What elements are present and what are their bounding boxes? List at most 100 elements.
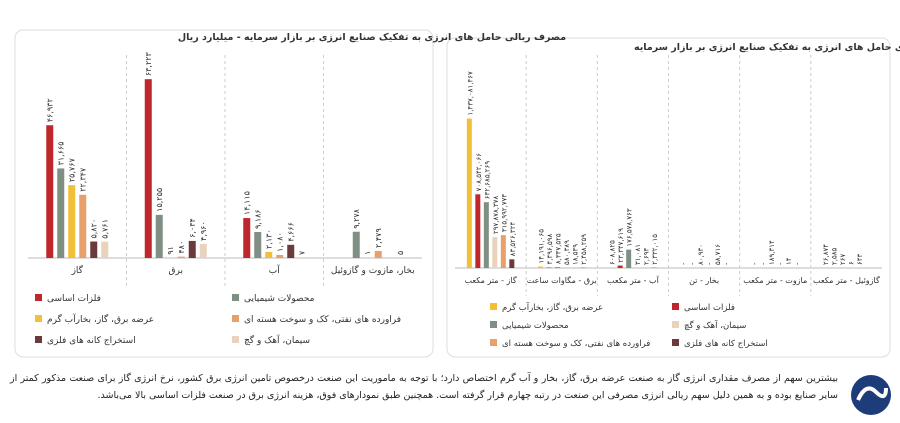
bar [79, 194, 87, 258]
right-panel [446, 37, 891, 358]
value-label: ۳۱۵,۹۹۲,۷۷۳ [500, 194, 508, 233]
value-label: ۵ [396, 251, 405, 255]
bar [57, 168, 65, 258]
bar [287, 244, 295, 258]
value-label: - [688, 262, 696, 265]
bar [276, 254, 284, 258]
x-tick-label: آب [269, 264, 280, 276]
value-label: ۶,۰۳۴ [188, 218, 197, 238]
x-tick-label: برق [169, 266, 183, 276]
value-label: ۱,۴۳۷,۰۸۱,۴۶۷ [466, 71, 474, 116]
legend-label: استخراج کانه های فلزی [684, 339, 768, 349]
value-label: ۲,۴۵۸,۲۵۹ [580, 234, 588, 265]
bar [144, 79, 152, 259]
value-label: ۶ [848, 261, 856, 265]
bar [199, 243, 207, 258]
legend-swatch [232, 336, 239, 343]
value-label: ۵,۷۶۱ [101, 219, 110, 239]
bar [475, 194, 481, 268]
bar [352, 231, 360, 258]
value-label: ۵۸۰,۳۸۹ [563, 240, 571, 265]
value-label: ۱ [363, 251, 372, 255]
legend-label: سیمان، آهک و گچ [244, 334, 310, 346]
value-label: ۸۳,۵۲۶,۳۲۴ [509, 222, 517, 257]
value-label: ۶۳,۲۲۳ [144, 51, 153, 76]
value-label: ۹,۱۸۶ [254, 209, 263, 229]
legend-label: فراورده های نفتی، کک و سوخت هسته ای [244, 315, 401, 325]
value-label: ۲۶,۸۷۴ [822, 244, 830, 265]
bar [626, 249, 632, 268]
bar [177, 256, 185, 258]
value-label: - [777, 262, 785, 265]
bar [254, 232, 262, 258]
bar [538, 266, 543, 268]
bar [243, 218, 251, 258]
value-label: ۲,۵۸۵ [831, 247, 839, 265]
bar [466, 118, 472, 269]
bar [617, 265, 623, 268]
value-label: ۴,۴۹۶,۵۹۸ [546, 234, 554, 265]
footer-text: بیشترین سهم از مصرف مقداری انرژی گاز به … [10, 373, 838, 401]
value-label: ۲,۴۷۹ [374, 228, 383, 248]
legend-label: فلزات اساسی [47, 294, 101, 304]
x-tick-label: بخار - تن [689, 276, 719, 285]
value-label: ۶۰۸,۸۲۵ [609, 240, 617, 265]
value-label: ۲۳,۳۴۷,۶۱۹ [617, 228, 625, 263]
value-label: ۸۰,۹۳۰ [697, 244, 705, 265]
x-tick-label: گاز [71, 264, 84, 276]
bar [101, 241, 109, 258]
legend-label: سیمان، آهک و گچ [684, 319, 746, 331]
bar [555, 267, 560, 268]
bar [46, 125, 54, 259]
value-label: ۱۴,۱۹۱,۰۶۵ [538, 229, 546, 264]
value-label: ۳۱,۶۶۵ [57, 141, 66, 165]
value-label: ۲۶۷ [839, 253, 847, 265]
legend-swatch [672, 321, 679, 328]
value-label: ۹۱ [166, 246, 175, 255]
value-label: - [680, 262, 688, 265]
legend-label: استخراج کانه های فلزی [47, 336, 136, 346]
legend-label: عرضه برق، گاز، بخارآب گرم [47, 313, 154, 325]
logo [851, 375, 891, 415]
legend-swatch [490, 321, 497, 328]
legend-label: عرضه برق، گاز، بخارآب گرم [502, 301, 603, 313]
bar [509, 259, 515, 268]
value-label: ۲۲,۳۴۷ [79, 167, 88, 192]
legend-swatch [490, 339, 497, 346]
legend-swatch [490, 303, 497, 310]
legend-swatch [35, 336, 42, 343]
bar [265, 251, 273, 258]
legend-swatch [232, 315, 239, 322]
value-label: ۲۹۷,۸۷۸,۳۷۸ [492, 195, 500, 234]
chart-title: مصرف مقداری حامل های انرژی به تفکیک صنای… [634, 42, 900, 53]
value-label: ۴۸۰ [177, 241, 186, 254]
value-label: ۴,۶۶۶ [287, 222, 296, 242]
legend-label: فراورده های نفتی، کک و سوخت هسته ای [502, 339, 650, 349]
value-label: ۱۸,۵۳۹ [572, 244, 580, 265]
value-label: - [794, 262, 802, 265]
value-label: ۵,۸۲۰ [90, 219, 99, 239]
legend-swatch [232, 294, 239, 301]
value-label: ۶۳۲,۶۸۵,۲۶۹ [483, 161, 491, 200]
value-label: ۲,۶۹۳ [643, 247, 651, 265]
x-tick-label: مازوت - متر مکعب [743, 276, 807, 285]
value-label: ۱۸۹,۳۱۴ [768, 240, 776, 265]
legend-swatch [672, 303, 679, 310]
logo-swoosh [856, 386, 888, 401]
value-label: ۸,۳۳۷,۵۲۵ [555, 233, 563, 264]
value-label: ۵۸,۷۱۶ [714, 244, 722, 265]
value-label: ۲,۳۳۲,۰۱۵ [651, 234, 659, 265]
value-label: ۲,۱۳۰ [265, 229, 274, 249]
bar [483, 202, 489, 268]
x-tick-label: گازوئیل - متر مکعب [813, 275, 880, 285]
bar [90, 241, 98, 258]
bar [492, 237, 498, 268]
value-label: - [705, 262, 713, 265]
chart-title: مصرف ریالی حامل های انرژی به تفکیک صنایع… [178, 32, 566, 43]
value-label: ۱۵,۲۵۵ [155, 188, 164, 212]
value-label: ۲۵,۷۶۷ [68, 157, 77, 182]
value-label: ۷۰۸,۵۴۲,۰۶۶ [475, 153, 483, 192]
value-label: ۹,۲۷۸ [352, 208, 361, 228]
bar [374, 250, 382, 258]
